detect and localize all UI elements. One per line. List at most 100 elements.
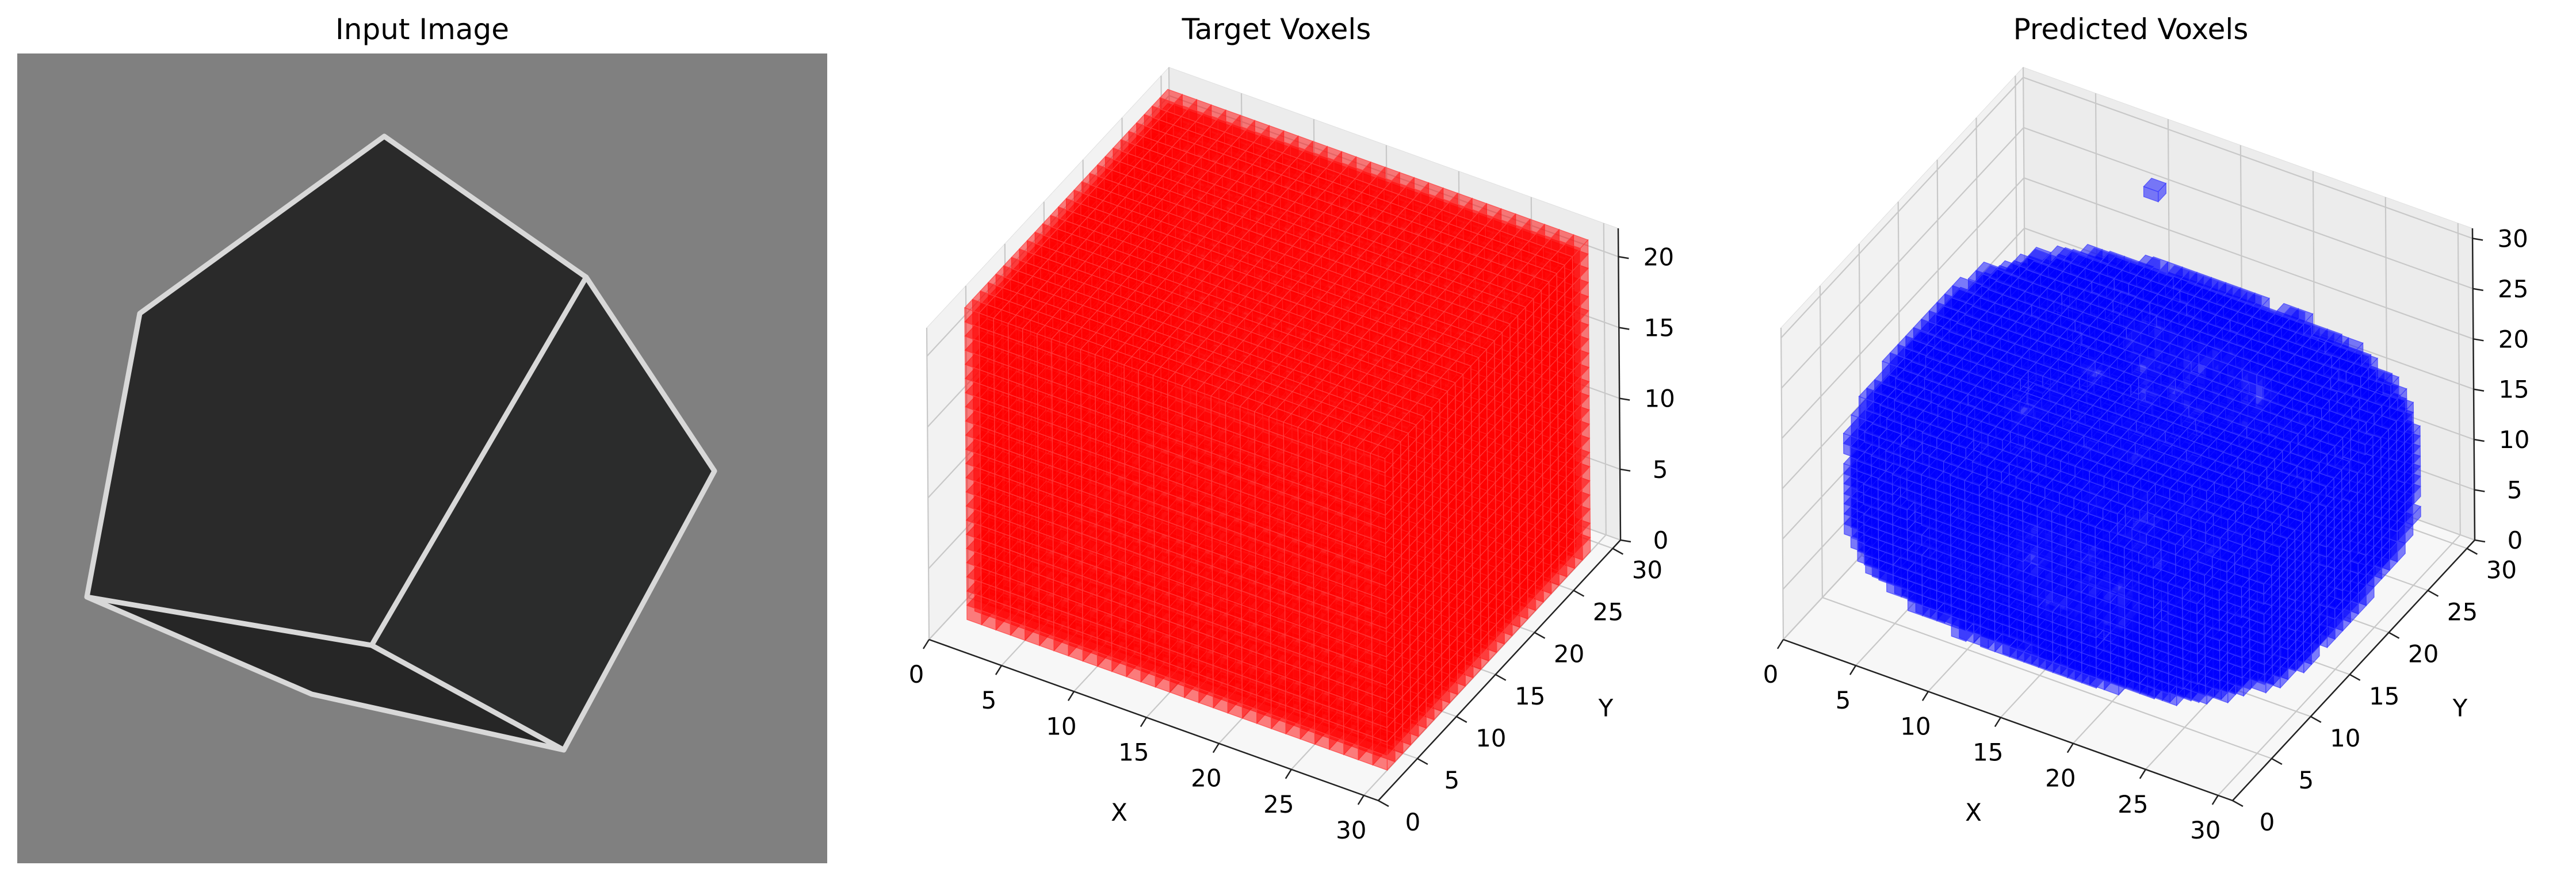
voxel (1175, 244, 1191, 265)
voxel (1190, 269, 1199, 293)
voxel (1028, 424, 1044, 445)
voxel (1216, 472, 1225, 497)
voxel (1267, 138, 1276, 163)
voxel (1168, 357, 1177, 382)
voxel (1190, 354, 1214, 369)
voxel (1277, 408, 1293, 428)
voxel (1065, 218, 1090, 233)
voxel (1191, 178, 1201, 203)
voxel (1262, 294, 1271, 319)
voxel (1262, 196, 1271, 220)
voxel (980, 516, 1004, 531)
voxel (1019, 347, 1035, 368)
voxel (1306, 381, 1315, 406)
voxel (1349, 320, 1365, 341)
voxel (1461, 592, 1477, 613)
voxel (1038, 565, 1062, 580)
voxel (1277, 371, 1301, 386)
voxel (1304, 155, 1328, 170)
voxel (1121, 315, 1145, 330)
voxel (1075, 331, 1090, 352)
voxel (1290, 248, 1314, 263)
voxel (1247, 204, 1256, 229)
voxel (1255, 585, 1271, 606)
voxel (1364, 359, 1373, 384)
voxel (1318, 496, 1335, 516)
voxel (1451, 391, 1460, 415)
voxel (1097, 333, 1106, 358)
voxel (1390, 535, 1414, 550)
voxel (1292, 427, 1308, 448)
voxel (1174, 108, 1183, 132)
voxel (1241, 580, 1256, 600)
voxel (1410, 576, 1419, 600)
voxel (1090, 292, 1114, 307)
voxel (1142, 141, 1152, 166)
voxel (1267, 625, 1276, 650)
voxel (1216, 131, 1240, 146)
voxel (1075, 624, 1099, 639)
voxel (1215, 495, 1224, 519)
voxel (1321, 443, 1345, 458)
voxel (1160, 139, 1176, 160)
voxel (1494, 372, 1509, 393)
voxel (1164, 496, 1180, 517)
voxel (1164, 633, 1173, 658)
voxel (1291, 390, 1301, 415)
voxel (1235, 544, 1251, 565)
voxel (1137, 442, 1153, 462)
voxel (1494, 392, 1503, 417)
voxel (1435, 315, 1459, 330)
voxel (1204, 274, 1213, 298)
voxel (1215, 153, 1224, 178)
voxel (1274, 152, 1298, 167)
voxel (1276, 271, 1286, 296)
voxel (1205, 373, 1214, 398)
voxel (1195, 608, 1211, 629)
voxel (1176, 334, 1185, 359)
voxel (1091, 427, 1107, 449)
voxel (1319, 245, 1343, 260)
voxel (1523, 488, 1547, 503)
voxel (1509, 462, 1525, 483)
voxel (1509, 426, 1518, 450)
voxel (1393, 407, 1409, 428)
voxel (1378, 378, 1388, 404)
voxel (1431, 594, 1440, 619)
voxel (1042, 285, 1067, 300)
voxel (1350, 439, 1359, 464)
voxel (1122, 573, 1132, 598)
voxel (1218, 302, 1235, 323)
voxel (1259, 169, 1268, 193)
voxel (1349, 369, 1373, 384)
voxel (1276, 209, 1291, 230)
voxel (1248, 312, 1264, 333)
voxel (973, 560, 997, 575)
voxel (1239, 128, 1248, 152)
voxel (1153, 416, 1162, 441)
voxel (1152, 210, 1176, 225)
voxel (1166, 144, 1176, 169)
voxel (1090, 412, 1099, 438)
voxel (1498, 585, 1507, 610)
voxel (1372, 604, 1388, 625)
voxel (1038, 594, 1048, 618)
voxel (1157, 132, 1166, 157)
voxel (1158, 119, 1174, 140)
voxel (989, 438, 1004, 458)
voxel (1074, 294, 1098, 309)
voxel (1179, 471, 1203, 486)
voxel (1530, 551, 1539, 576)
voxel (1218, 151, 1227, 177)
voxel (1363, 346, 1388, 361)
voxel (1182, 427, 1191, 451)
voxel (1261, 466, 1270, 491)
voxel (1098, 334, 1114, 355)
voxel (965, 463, 981, 484)
voxel (1043, 385, 1067, 400)
voxel (974, 568, 989, 589)
voxel (1152, 196, 1176, 211)
voxel (1193, 498, 1217, 513)
voxel (1378, 430, 1394, 451)
voxel (1036, 430, 1052, 451)
